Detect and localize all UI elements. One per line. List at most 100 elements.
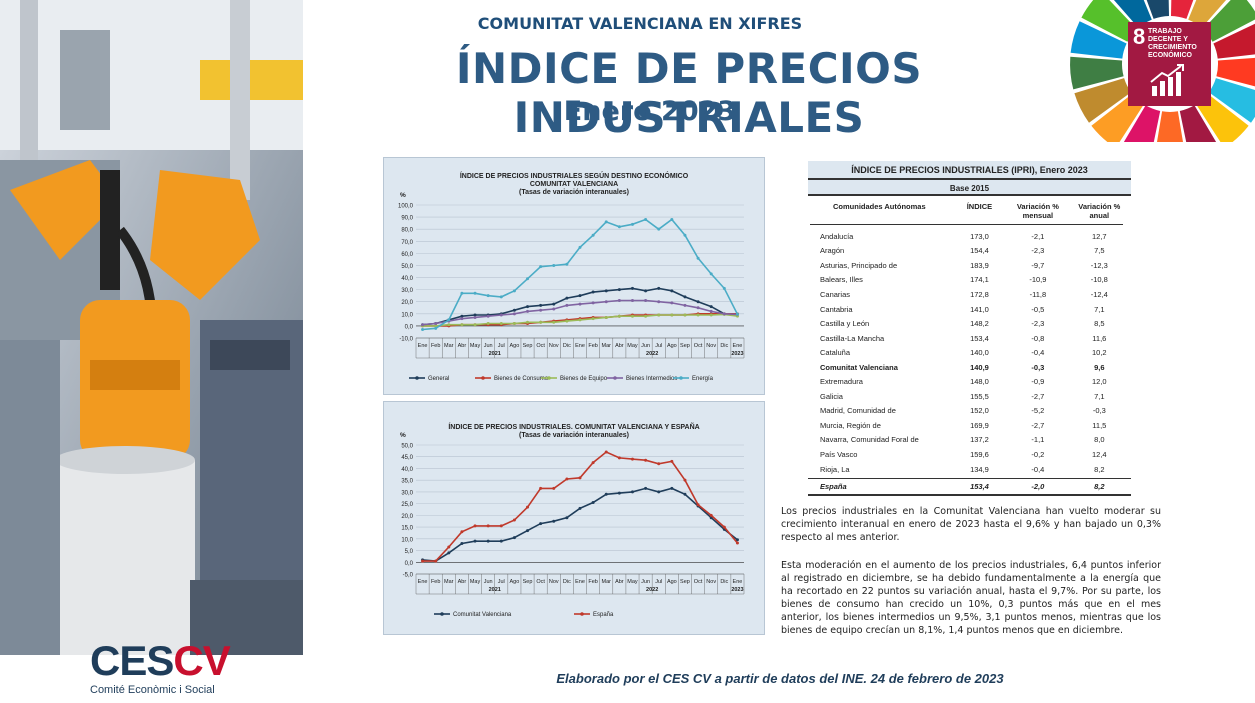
data-point [630,286,634,290]
data-point [591,461,595,465]
table-row: Comunitat Valenciana 140,9 -0,3 9,6 [808,360,1131,375]
cell-indice: 140,0 [970,348,989,358]
data-point [683,233,687,237]
data-point [735,538,739,542]
paragraph-detail: Esta moderación en el aumento de los pre… [781,560,1161,636]
cell-indice: 183,9 [970,260,989,270]
page-date: Enero 2023 [563,96,737,127]
x-tick-label: Abr [615,343,624,349]
data-point [447,318,451,322]
table-row: Cantabria 141,0 -0,5 7,1 [808,302,1131,317]
cell-indice: 173,0 [970,231,989,241]
data-point [735,541,739,545]
sdg-wheel-segment [1213,23,1255,59]
cell-region: Cantabria [820,304,853,314]
data-point [486,294,490,298]
legend-label: Comunitat Valenciana [453,612,512,618]
data-point [657,313,661,317]
data-point [526,277,530,281]
sdg-wheel-segment [1081,0,1137,42]
cell-region: Galicia [820,391,843,401]
data-point [512,289,516,293]
data-point [683,303,687,307]
cell-region: Asturias, Principado de [820,260,898,270]
data-point [591,500,595,504]
legend-marker [580,612,584,616]
paragraph-summary: Los precios industriales en la Comunitat… [781,506,1161,543]
header-comunidades: Comunidades Autónomas [833,202,926,211]
table-row: Castilla y León 148,2 -2,3 8,5 [808,316,1131,331]
cell-anual: 12,0 [1092,377,1107,387]
data-point [486,524,490,528]
data-point [486,539,490,543]
table-row: Extremadura 148,0 -0,9 12,0 [808,374,1131,389]
cell-region: País Vasco [820,449,858,459]
cescv-logo: CESCV Comité Econòmic i Social [90,640,231,697]
x-tick-label: Dic [720,343,728,349]
data-point [447,551,451,555]
x-tick-label: Nov [706,579,716,585]
x-tick-label: Feb [588,343,597,349]
cell-indice: 134,9 [970,464,989,474]
data-point [578,476,582,480]
data-point [578,506,582,510]
table-row: Rioja, La 134,9 -0,4 8,2 [808,462,1131,477]
sdg-label: TRABAJO DECENTE Y CRECIMIENTO ECONÓMICO [1148,28,1197,59]
data-point [434,559,438,563]
chart-title: ÍNDICE DE PRECIOS INDUSTRIALES. COMUNITA… [448,422,699,431]
data-point [683,295,687,299]
x-tick-label: Oct [694,579,703,585]
cell-indice: 172,8 [970,289,989,299]
cell-indice: 174,1 [970,275,989,285]
cell-anual: 8,2 [1094,464,1105,474]
data-point [499,321,503,325]
data-point [617,288,621,292]
cell-indice: 153,4 [970,482,989,492]
data-point [578,294,582,298]
data-point [539,265,543,269]
cell-anual: -10,8 [1090,275,1108,285]
data-point [630,490,634,494]
sdg-wheel-segment [1074,78,1132,123]
data-point [644,289,648,293]
legend-marker [679,376,683,380]
data-point [696,503,700,507]
y-tick-label: 0,0 [405,561,414,567]
cell-mensual: -10,9 [1029,275,1047,285]
x-tick-label: Jun [484,343,493,349]
y-tick-label: 80,0 [401,228,413,234]
data-point [460,530,464,534]
data-point [617,299,621,303]
data-point [565,262,569,266]
sdg-wheel-segment [1123,105,1161,142]
data-point [683,313,687,317]
data-point [696,313,700,317]
cell-indice: 155,5 [970,391,989,401]
sdg-wheel-segment [1188,0,1227,28]
x-tick-label: Abr [458,579,467,585]
data-point [644,486,648,490]
data-point [630,222,634,226]
cell-anual: 7,1 [1094,304,1105,314]
cell-anual: 7,1 [1094,391,1105,401]
data-point [473,315,477,319]
y-tick-label: 50,0 [401,264,413,270]
cell-mensual: -2,1 [1031,231,1045,241]
data-point [591,317,595,321]
data-point [473,524,477,528]
x-tick-label: Nov [549,343,559,349]
x-tick-label: Sep [680,579,690,585]
header-indice: ÍNDICE [966,202,993,211]
data-point [670,301,674,305]
cell-region: Canarias [820,289,851,299]
cell-indice: 152,0 [970,406,989,416]
data-point [722,286,726,290]
x-tick-label: Jul [498,343,505,349]
cell-anual: 12,4 [1092,449,1107,459]
x-tick-label: Oct [694,343,703,349]
sdg-wheel-segment [1070,56,1124,90]
data-point [434,324,438,328]
data-point [696,300,700,304]
data-point [604,220,608,224]
data-point [565,516,569,520]
